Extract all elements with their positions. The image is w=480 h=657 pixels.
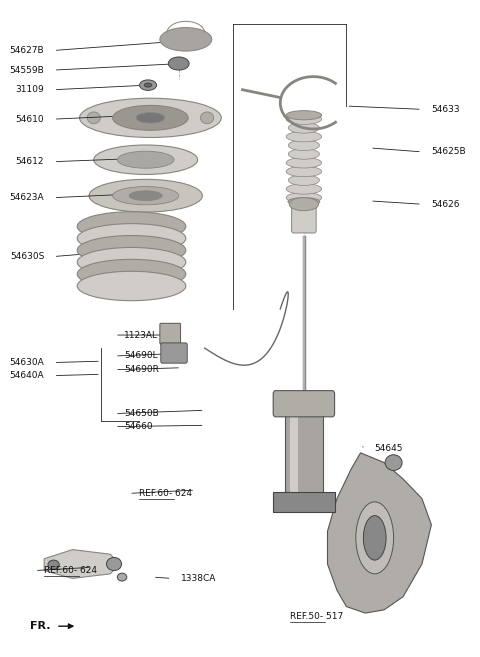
FancyBboxPatch shape bbox=[161, 343, 187, 363]
Ellipse shape bbox=[89, 179, 203, 212]
Text: 54612: 54612 bbox=[16, 157, 44, 166]
Ellipse shape bbox=[288, 140, 320, 150]
Text: 54690R: 54690R bbox=[124, 365, 159, 374]
FancyBboxPatch shape bbox=[292, 203, 316, 233]
Ellipse shape bbox=[288, 175, 320, 185]
Ellipse shape bbox=[168, 57, 189, 70]
Text: 54630A: 54630A bbox=[10, 358, 44, 367]
Text: 1123AL: 1123AL bbox=[124, 330, 158, 340]
FancyBboxPatch shape bbox=[273, 492, 335, 512]
Ellipse shape bbox=[129, 191, 162, 200]
Ellipse shape bbox=[48, 560, 59, 569]
Ellipse shape bbox=[201, 112, 214, 124]
FancyBboxPatch shape bbox=[285, 407, 323, 505]
Polygon shape bbox=[327, 453, 432, 613]
Ellipse shape bbox=[286, 158, 322, 168]
Text: 54645: 54645 bbox=[375, 444, 403, 453]
Ellipse shape bbox=[286, 131, 322, 142]
Ellipse shape bbox=[77, 260, 186, 289]
Ellipse shape bbox=[77, 236, 186, 265]
Ellipse shape bbox=[385, 455, 402, 470]
Ellipse shape bbox=[289, 198, 319, 211]
Text: 1338CA: 1338CA bbox=[181, 574, 216, 583]
Text: REF.50- 517: REF.50- 517 bbox=[290, 612, 343, 621]
Ellipse shape bbox=[87, 112, 100, 124]
Ellipse shape bbox=[136, 112, 165, 123]
Ellipse shape bbox=[77, 212, 186, 241]
Text: REF.60- 624: REF.60- 624 bbox=[44, 566, 97, 575]
Ellipse shape bbox=[77, 271, 186, 301]
Ellipse shape bbox=[77, 223, 186, 253]
Ellipse shape bbox=[144, 83, 152, 87]
Text: REF.60- 624: REF.60- 624 bbox=[139, 489, 192, 498]
Ellipse shape bbox=[117, 151, 174, 168]
Ellipse shape bbox=[113, 187, 179, 205]
Ellipse shape bbox=[288, 148, 320, 159]
FancyBboxPatch shape bbox=[290, 413, 298, 499]
Ellipse shape bbox=[286, 184, 322, 194]
Text: 54690L: 54690L bbox=[124, 351, 158, 361]
Text: 54610: 54610 bbox=[15, 115, 44, 124]
Text: 54660: 54660 bbox=[124, 422, 153, 431]
Ellipse shape bbox=[80, 98, 221, 137]
Ellipse shape bbox=[363, 516, 386, 560]
Ellipse shape bbox=[356, 502, 394, 574]
Ellipse shape bbox=[113, 105, 188, 130]
Ellipse shape bbox=[286, 114, 322, 124]
Text: 54640A: 54640A bbox=[10, 371, 44, 380]
FancyBboxPatch shape bbox=[160, 323, 180, 344]
Ellipse shape bbox=[107, 558, 121, 570]
Text: 54559B: 54559B bbox=[10, 66, 44, 75]
Ellipse shape bbox=[140, 80, 156, 91]
Ellipse shape bbox=[286, 166, 322, 177]
Text: 54623A: 54623A bbox=[10, 193, 44, 202]
Ellipse shape bbox=[94, 145, 198, 174]
FancyBboxPatch shape bbox=[273, 391, 335, 417]
Ellipse shape bbox=[288, 123, 320, 133]
Text: 54650B: 54650B bbox=[124, 409, 159, 418]
Ellipse shape bbox=[160, 28, 212, 51]
Ellipse shape bbox=[288, 198, 320, 206]
Text: 54630S: 54630S bbox=[10, 252, 44, 261]
Text: 54633: 54633 bbox=[432, 105, 460, 114]
Ellipse shape bbox=[286, 110, 322, 120]
Text: 54627B: 54627B bbox=[10, 46, 44, 55]
Text: 31109: 31109 bbox=[15, 85, 44, 94]
Polygon shape bbox=[44, 550, 120, 578]
Text: 54626: 54626 bbox=[432, 200, 460, 209]
Text: FR.: FR. bbox=[30, 621, 50, 631]
Ellipse shape bbox=[286, 193, 322, 203]
Text: 54625B: 54625B bbox=[432, 147, 466, 156]
Ellipse shape bbox=[77, 248, 186, 277]
Ellipse shape bbox=[117, 573, 127, 581]
